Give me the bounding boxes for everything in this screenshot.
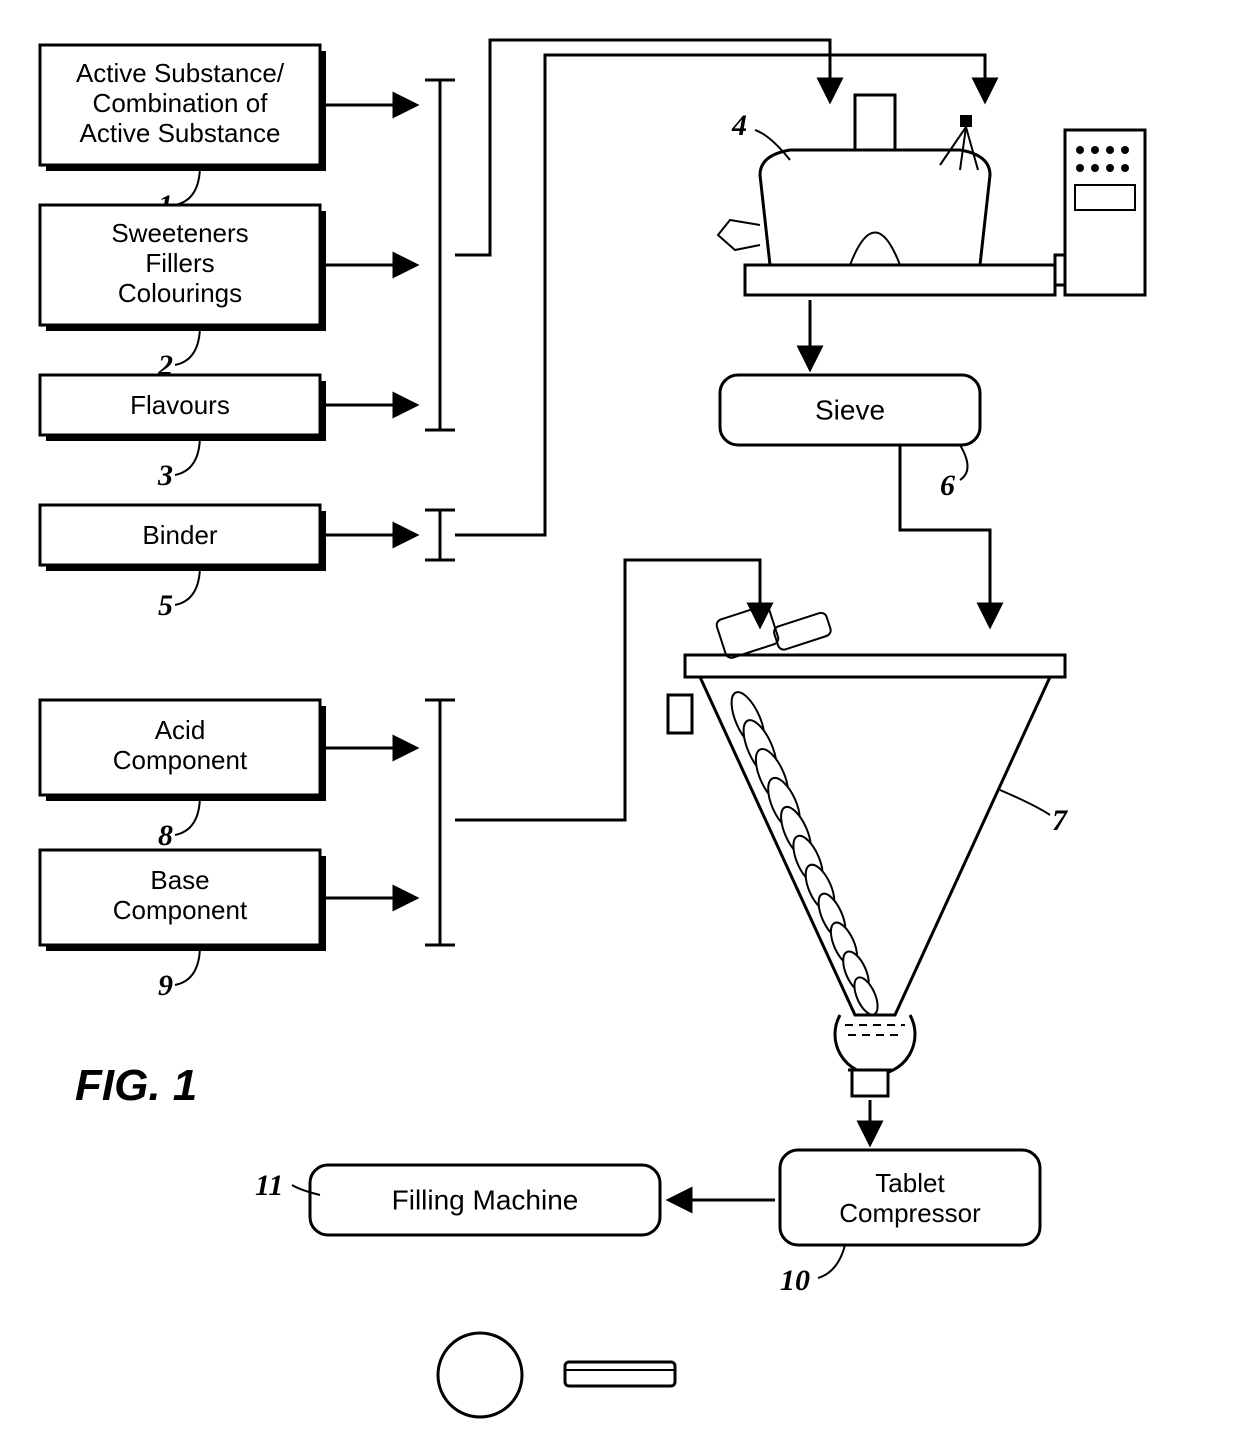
input-box-acid: Acid Component [40, 700, 326, 801]
sieve-box: Sieve [720, 375, 980, 445]
refnum-11: 11 [255, 1169, 283, 1202]
tablet-compressor-box: Tablet Compressor [780, 1150, 1040, 1245]
input-box-binder: Binder [40, 505, 326, 571]
box1-line1: Active Substance/ [76, 58, 285, 88]
conical-blender [668, 604, 1065, 1096]
flow-top-to-mixer-left [455, 40, 830, 255]
input-box-sweeteners: Sweeteners Fillers Colourings [40, 205, 326, 331]
refnum-6: 6 [940, 469, 955, 502]
box1-line3: Active Substance [80, 118, 281, 148]
mixer-granulator [718, 95, 1145, 295]
tablet-line1: Tablet [875, 1168, 945, 1198]
input-box-base: Base Component [40, 850, 326, 951]
box2-line1: Sweeteners [111, 218, 248, 248]
box8-line2: Component [113, 745, 248, 775]
sieve-label: Sieve [815, 394, 885, 425]
flow-acidbase-hopper [455, 560, 760, 820]
box9-line1: Base [150, 865, 209, 895]
input-box-active-substance: Active Substance/ Combination of Active … [40, 45, 326, 171]
junction-binder [425, 510, 455, 560]
figure-title: FIG. 1 [75, 1061, 197, 1110]
tablet-shapes [438, 1333, 675, 1417]
refnum-8: 8 [158, 819, 173, 852]
box8-line1: Acid [155, 715, 206, 745]
box3-line1: Flavours [130, 390, 230, 420]
refnum-9: 9 [158, 969, 173, 1002]
filling-line1: Filling Machine [392, 1184, 579, 1215]
box2-line2: Fillers [145, 248, 214, 278]
box2-line3: Colourings [118, 278, 242, 308]
leader-10 [818, 1245, 845, 1278]
refnum-4: 4 [731, 109, 747, 142]
refnum-7: 7 [1052, 804, 1068, 837]
refnum-10: 10 [780, 1264, 810, 1297]
leader-7 [1000, 790, 1050, 815]
junction-top [425, 80, 455, 430]
filling-machine-box: Filling Machine [310, 1165, 660, 1235]
leader-6 [960, 445, 968, 480]
box1-line2: Combination of [93, 88, 269, 118]
refnum-5: 5 [158, 589, 173, 622]
box5-line1: Binder [142, 520, 217, 550]
input-box-flavours: Flavours [40, 375, 326, 441]
junction-bottom [425, 700, 455, 945]
refnum-3: 3 [157, 459, 173, 492]
box9-line2: Component [113, 895, 248, 925]
tablet-line2: Compressor [839, 1198, 981, 1228]
